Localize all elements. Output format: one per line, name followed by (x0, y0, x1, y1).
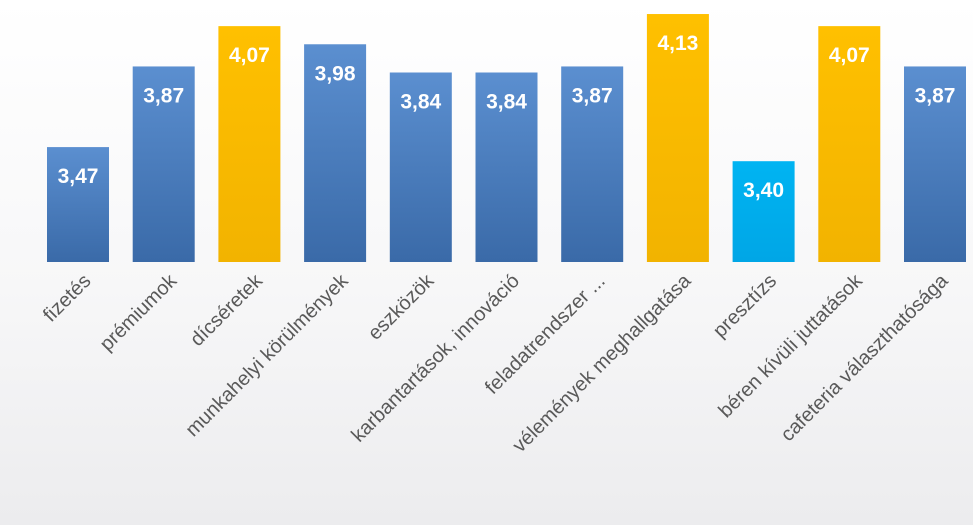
bar-9 (818, 26, 881, 262)
bar-5 (475, 72, 538, 262)
bar-3 (304, 44, 367, 262)
category-label-10: cafeteria választhatósága (777, 269, 954, 446)
bars-group (47, 14, 966, 263)
value-label-1: 3,87 (143, 84, 184, 107)
category-label-8: presztízs (709, 270, 781, 342)
value-label-8: 3,40 (743, 179, 784, 202)
value-label-4: 3,84 (400, 90, 441, 113)
category-label-4: eszközök (364, 269, 439, 344)
value-label-0: 3,47 (58, 165, 99, 188)
value-label-10: 3,87 (915, 84, 956, 107)
value-label-3: 3,98 (315, 62, 356, 85)
category-label-0: fizetés (39, 270, 95, 326)
bar-1 (132, 66, 195, 262)
bar-10 (904, 66, 966, 262)
bar-0 (47, 147, 109, 262)
category-label-1: prémiumok (96, 269, 182, 355)
value-label-9: 4,07 (829, 44, 870, 67)
value-label-6: 3,87 (572, 84, 613, 107)
category-label-9: béren kívüli juttatások (714, 269, 867, 422)
bar-4 (389, 72, 452, 262)
value-label-5: 3,84 (486, 90, 527, 113)
value-label-7: 4,13 (657, 32, 698, 55)
category-label-3: munkahelyi körülmények (181, 269, 353, 441)
bar-6 (561, 66, 624, 262)
value-labels-group: 3,47 3,87 4,07 3,98 3,84 3,84 3,87 4,13 3,40 4,07… (58, 32, 956, 202)
bar-7 (646, 14, 709, 263)
bar-2 (218, 26, 281, 262)
category-label-2: dícséretek (186, 269, 268, 351)
value-label-2: 4,07 (229, 44, 270, 67)
category-label-5: karbantartások, innováció (347, 270, 524, 447)
category-label-7: vélemények meghallgatása (508, 269, 696, 457)
bar-8 (732, 161, 795, 262)
